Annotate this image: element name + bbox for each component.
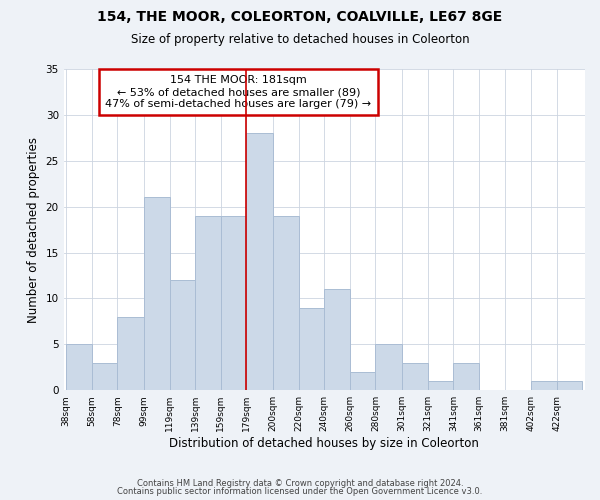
Bar — [299, 308, 325, 390]
Bar — [428, 381, 454, 390]
Text: Contains HM Land Registry data © Crown copyright and database right 2024.: Contains HM Land Registry data © Crown c… — [137, 478, 463, 488]
X-axis label: Distribution of detached houses by size in Coleorton: Distribution of detached houses by size … — [169, 437, 479, 450]
Text: Contains public sector information licensed under the Open Government Licence v3: Contains public sector information licen… — [118, 487, 482, 496]
Bar — [532, 381, 557, 390]
Bar — [144, 198, 170, 390]
Bar — [454, 362, 479, 390]
Bar — [118, 317, 144, 390]
Y-axis label: Number of detached properties: Number of detached properties — [27, 136, 40, 322]
Bar — [66, 344, 92, 390]
Bar — [273, 216, 299, 390]
Bar — [557, 381, 583, 390]
Bar — [376, 344, 402, 390]
Text: 154, THE MOOR, COLEORTON, COALVILLE, LE67 8GE: 154, THE MOOR, COLEORTON, COALVILLE, LE6… — [97, 10, 503, 24]
Bar — [92, 362, 118, 390]
Bar — [170, 280, 195, 390]
Bar — [402, 362, 428, 390]
Bar — [350, 372, 376, 390]
Text: Size of property relative to detached houses in Coleorton: Size of property relative to detached ho… — [131, 32, 469, 46]
Bar — [325, 290, 350, 390]
Text: 154 THE MOOR: 181sqm
← 53% of detached houses are smaller (89)
47% of semi-detac: 154 THE MOOR: 181sqm ← 53% of detached h… — [105, 76, 371, 108]
Bar — [221, 216, 247, 390]
Bar — [247, 133, 273, 390]
Bar — [195, 216, 221, 390]
